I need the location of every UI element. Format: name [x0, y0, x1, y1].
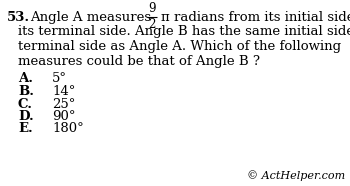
- Text: 53.: 53.: [7, 11, 30, 24]
- Text: D.: D.: [18, 110, 34, 123]
- Text: A.: A.: [18, 73, 33, 86]
- Text: B.: B.: [18, 85, 34, 98]
- Text: 5°: 5°: [52, 73, 67, 86]
- Text: measures could be that of Angle B ?: measures could be that of Angle B ?: [18, 54, 260, 68]
- Text: terminal side as Angle A. Which of the following: terminal side as Angle A. Which of the f…: [18, 40, 341, 53]
- Text: 9: 9: [148, 2, 156, 15]
- Text: E.: E.: [18, 123, 33, 135]
- Text: its terminal side. Angle B has the same initial side and: its terminal side. Angle B has the same …: [18, 25, 350, 39]
- Text: C.: C.: [18, 97, 33, 110]
- Text: 2: 2: [148, 18, 156, 31]
- Text: π radians from its initial side to: π radians from its initial side to: [161, 11, 350, 24]
- Text: © ActHelper.com: © ActHelper.com: [247, 170, 345, 181]
- Text: 180°: 180°: [52, 123, 84, 135]
- Text: 90°: 90°: [52, 110, 76, 123]
- Text: Angle A measures: Angle A measures: [30, 11, 151, 24]
- Text: 14°: 14°: [52, 85, 75, 98]
- Text: 25°: 25°: [52, 97, 75, 110]
